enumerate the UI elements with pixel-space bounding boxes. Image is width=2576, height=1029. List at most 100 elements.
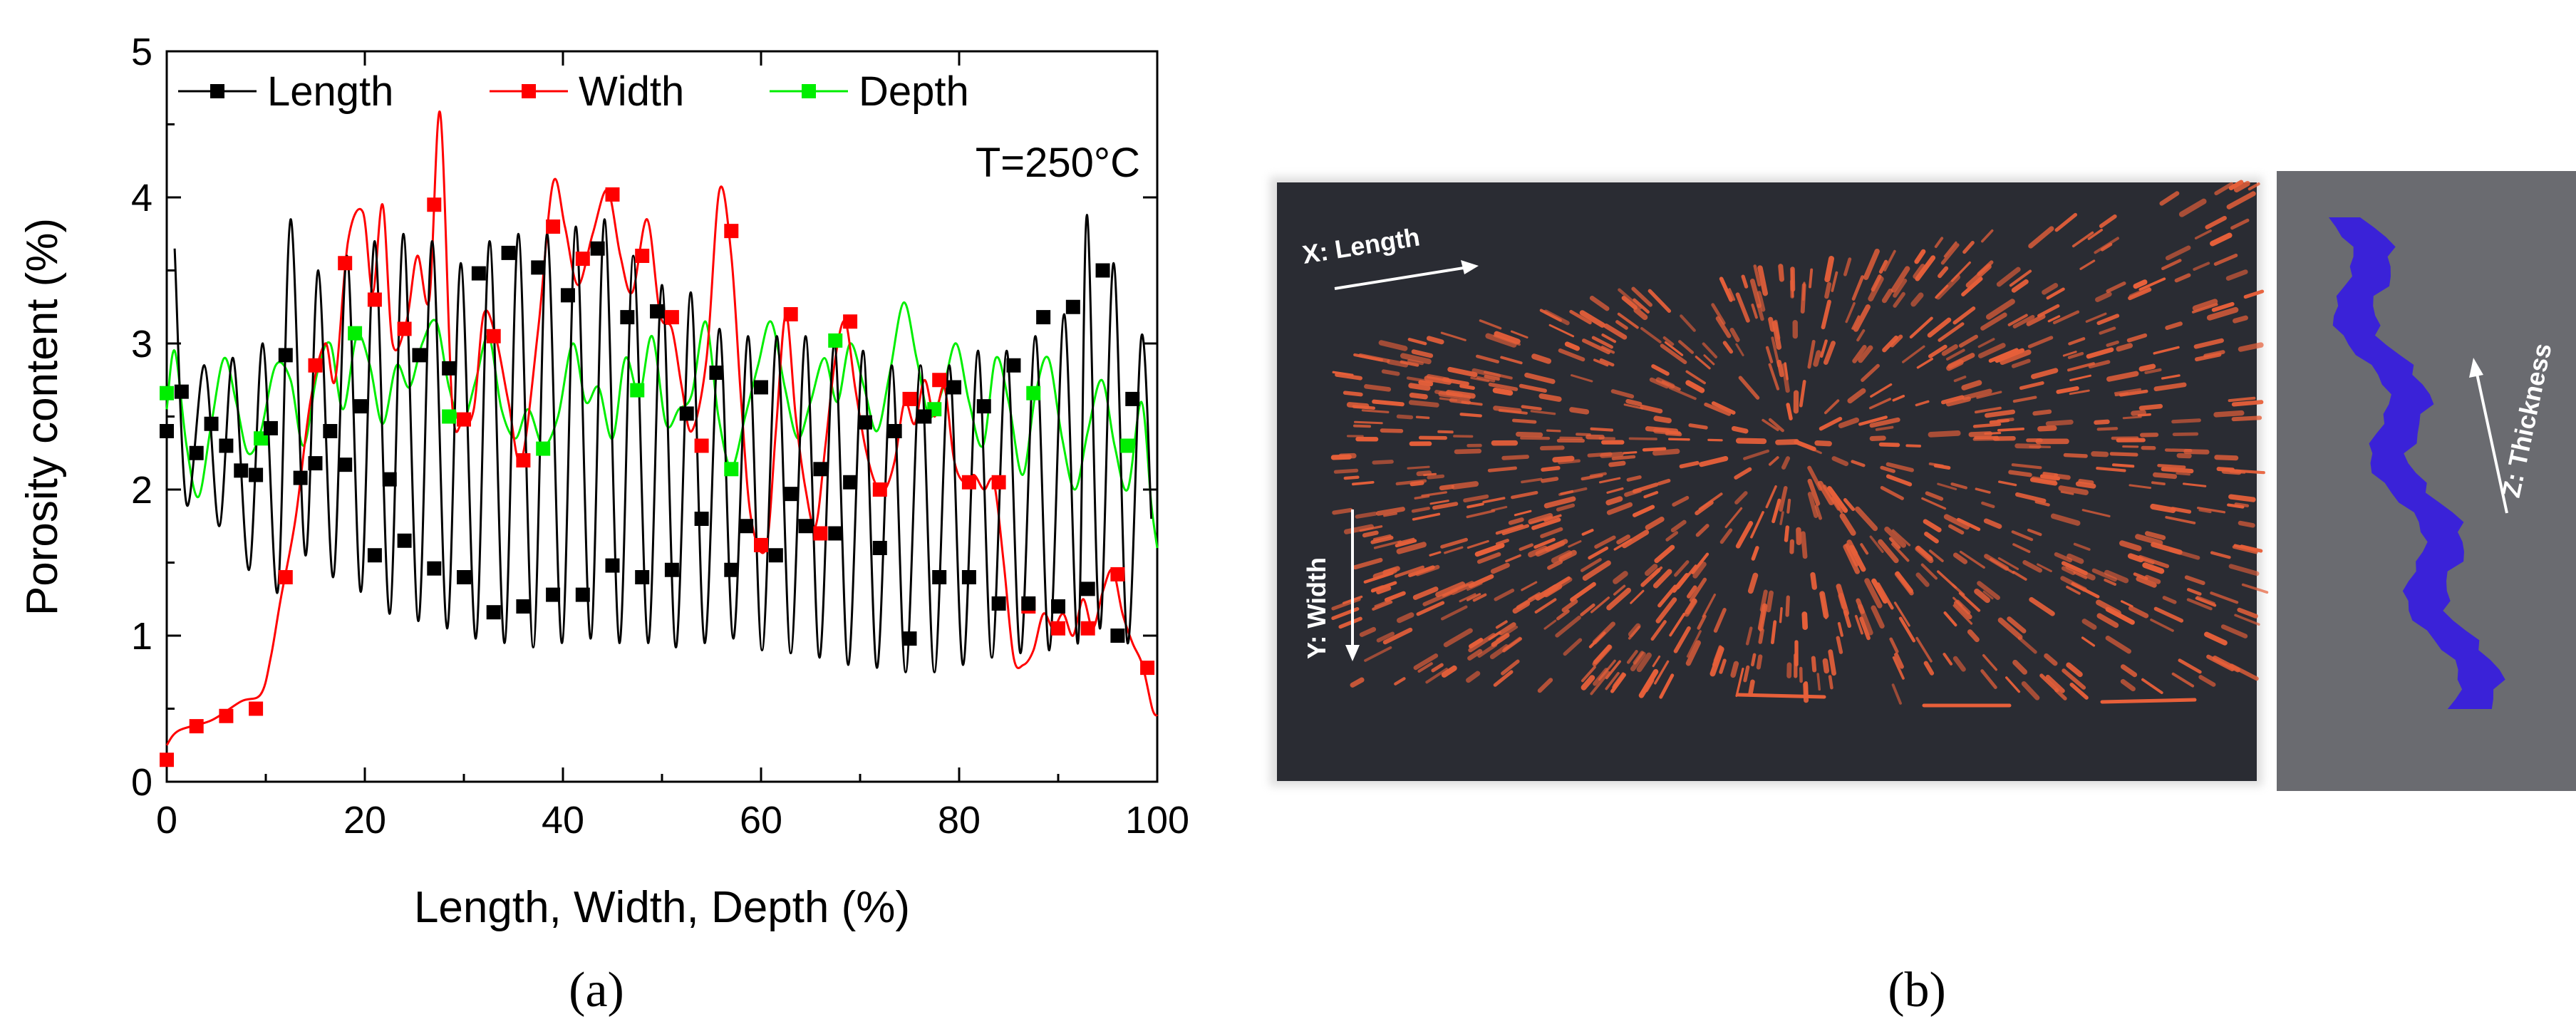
- marker-length: [1021, 596, 1036, 611]
- pore-streak: [1997, 617, 2023, 640]
- pore-streak: [1531, 353, 1552, 364]
- pore-streak: [2028, 226, 2054, 249]
- pore-streak: [2061, 561, 2088, 576]
- pore-streak: [1997, 557, 2019, 571]
- pore-streak: [1568, 540, 1582, 548]
- pore-streak: [1552, 455, 1575, 463]
- pore-streak: [2228, 564, 2260, 576]
- y-tick-label: 3: [131, 323, 152, 366]
- pore-streak: [1709, 646, 1724, 677]
- pore-streak: [1940, 395, 1965, 405]
- pore-streak: [2088, 360, 2111, 368]
- pore-streak: [2071, 581, 2100, 599]
- pore-streak: [1440, 331, 1467, 341]
- pore-streak: [1946, 348, 1965, 361]
- pore-streak: [1735, 521, 1754, 549]
- pore-streak: [2067, 553, 2084, 564]
- pore-streak: [2015, 492, 2047, 503]
- marker-length: [709, 366, 724, 380]
- pore-streak: [1868, 398, 1892, 410]
- marker-width: [843, 314, 858, 329]
- pore-streak: [1492, 387, 1514, 396]
- x-tick-label: 80: [938, 799, 981, 842]
- pore-streak: [1608, 460, 1626, 467]
- pore-streak: [1538, 393, 1562, 402]
- pore-streak: [2210, 551, 2231, 559]
- pore-streak: [2042, 283, 2059, 295]
- pore-streak: [2042, 472, 2059, 477]
- pore-streak: [1928, 430, 1961, 438]
- pore-streak: [1719, 658, 1727, 674]
- pore-streak: [2136, 576, 2157, 588]
- pore-streak: [1791, 269, 1794, 298]
- pore-streak: [1355, 511, 1377, 519]
- pore-streak: [1735, 343, 1744, 356]
- pore-streak: [1576, 433, 1591, 436]
- pore-streak: [2150, 503, 2176, 513]
- pore-streak: [2039, 474, 2061, 481]
- pore-streak: [1875, 425, 1894, 431]
- pore-streak: [2085, 312, 2107, 323]
- pore-streak: [1869, 535, 1884, 553]
- pore-streak: [1915, 545, 1933, 561]
- pore-streak: [2213, 253, 2238, 266]
- pore-streak: [1937, 482, 1957, 491]
- pore-streak: [1654, 660, 1670, 685]
- pore-streak: [1580, 558, 1602, 572]
- pore-streak: [2116, 343, 2133, 352]
- pore-streak: [1952, 656, 1966, 672]
- pore-streak: [1981, 229, 1994, 243]
- pore-streak: [2157, 464, 2186, 469]
- pore-streak: [1610, 389, 1635, 399]
- pore-streak: [1558, 459, 1581, 465]
- pore-streak: [1972, 423, 2002, 428]
- marker-length: [516, 599, 531, 614]
- pore-streak: [2206, 654, 2235, 672]
- marker-length: [442, 361, 457, 376]
- legend-label-depth: Depth: [859, 68, 969, 115]
- pore-streak: [1484, 375, 1500, 381]
- marker-width: [219, 708, 234, 723]
- marker-length: [219, 438, 234, 453]
- pore-streak: [2112, 463, 2135, 468]
- pore-streak: [2214, 182, 2234, 196]
- pore-streak: [2187, 588, 2202, 596]
- pore-streak: [1861, 363, 1880, 382]
- pore-streak: [1713, 608, 1727, 633]
- pore-streak: [2034, 500, 2050, 507]
- marker-depth: [1026, 386, 1041, 400]
- pore-streak: [1843, 257, 1852, 276]
- legend-marker-width: [522, 84, 536, 98]
- pore-streak: [1625, 398, 1643, 407]
- pore-streak: [2000, 349, 2032, 366]
- pore-streak: [1748, 679, 1755, 697]
- pore-streak: [1407, 465, 1430, 470]
- y-tick-label: 5: [131, 31, 152, 73]
- pore-streak: [1587, 452, 1613, 457]
- pore-streak: [1837, 621, 1843, 637]
- pore-streak: [1695, 356, 1711, 370]
- pore-streak: [1484, 371, 1513, 380]
- pore-streak: [1438, 391, 1471, 400]
- marker-width: [813, 526, 828, 541]
- pore-streak: [1781, 363, 1790, 393]
- pore-streak: [1411, 349, 1434, 358]
- pore-streak: [1685, 370, 1706, 385]
- pore-streak: [1758, 628, 1764, 644]
- pore-streak: [1479, 319, 1502, 330]
- pore-streak: [1894, 572, 1914, 596]
- pore-streak: [1643, 677, 1655, 693]
- pore-streak: [1771, 498, 1781, 524]
- pore-streak: [2122, 415, 2142, 420]
- marker-length: [397, 533, 412, 548]
- pore-streak: [1953, 601, 1972, 620]
- marker-length: [932, 570, 947, 584]
- marker-length: [1065, 299, 1080, 314]
- marker-length: [947, 380, 962, 395]
- pore-streak: [1961, 276, 1983, 296]
- pore-streak: [1923, 661, 1935, 676]
- pore-streak: [1858, 345, 1873, 363]
- pore-streak: [1485, 333, 1517, 348]
- pore-streak: [1556, 609, 1570, 621]
